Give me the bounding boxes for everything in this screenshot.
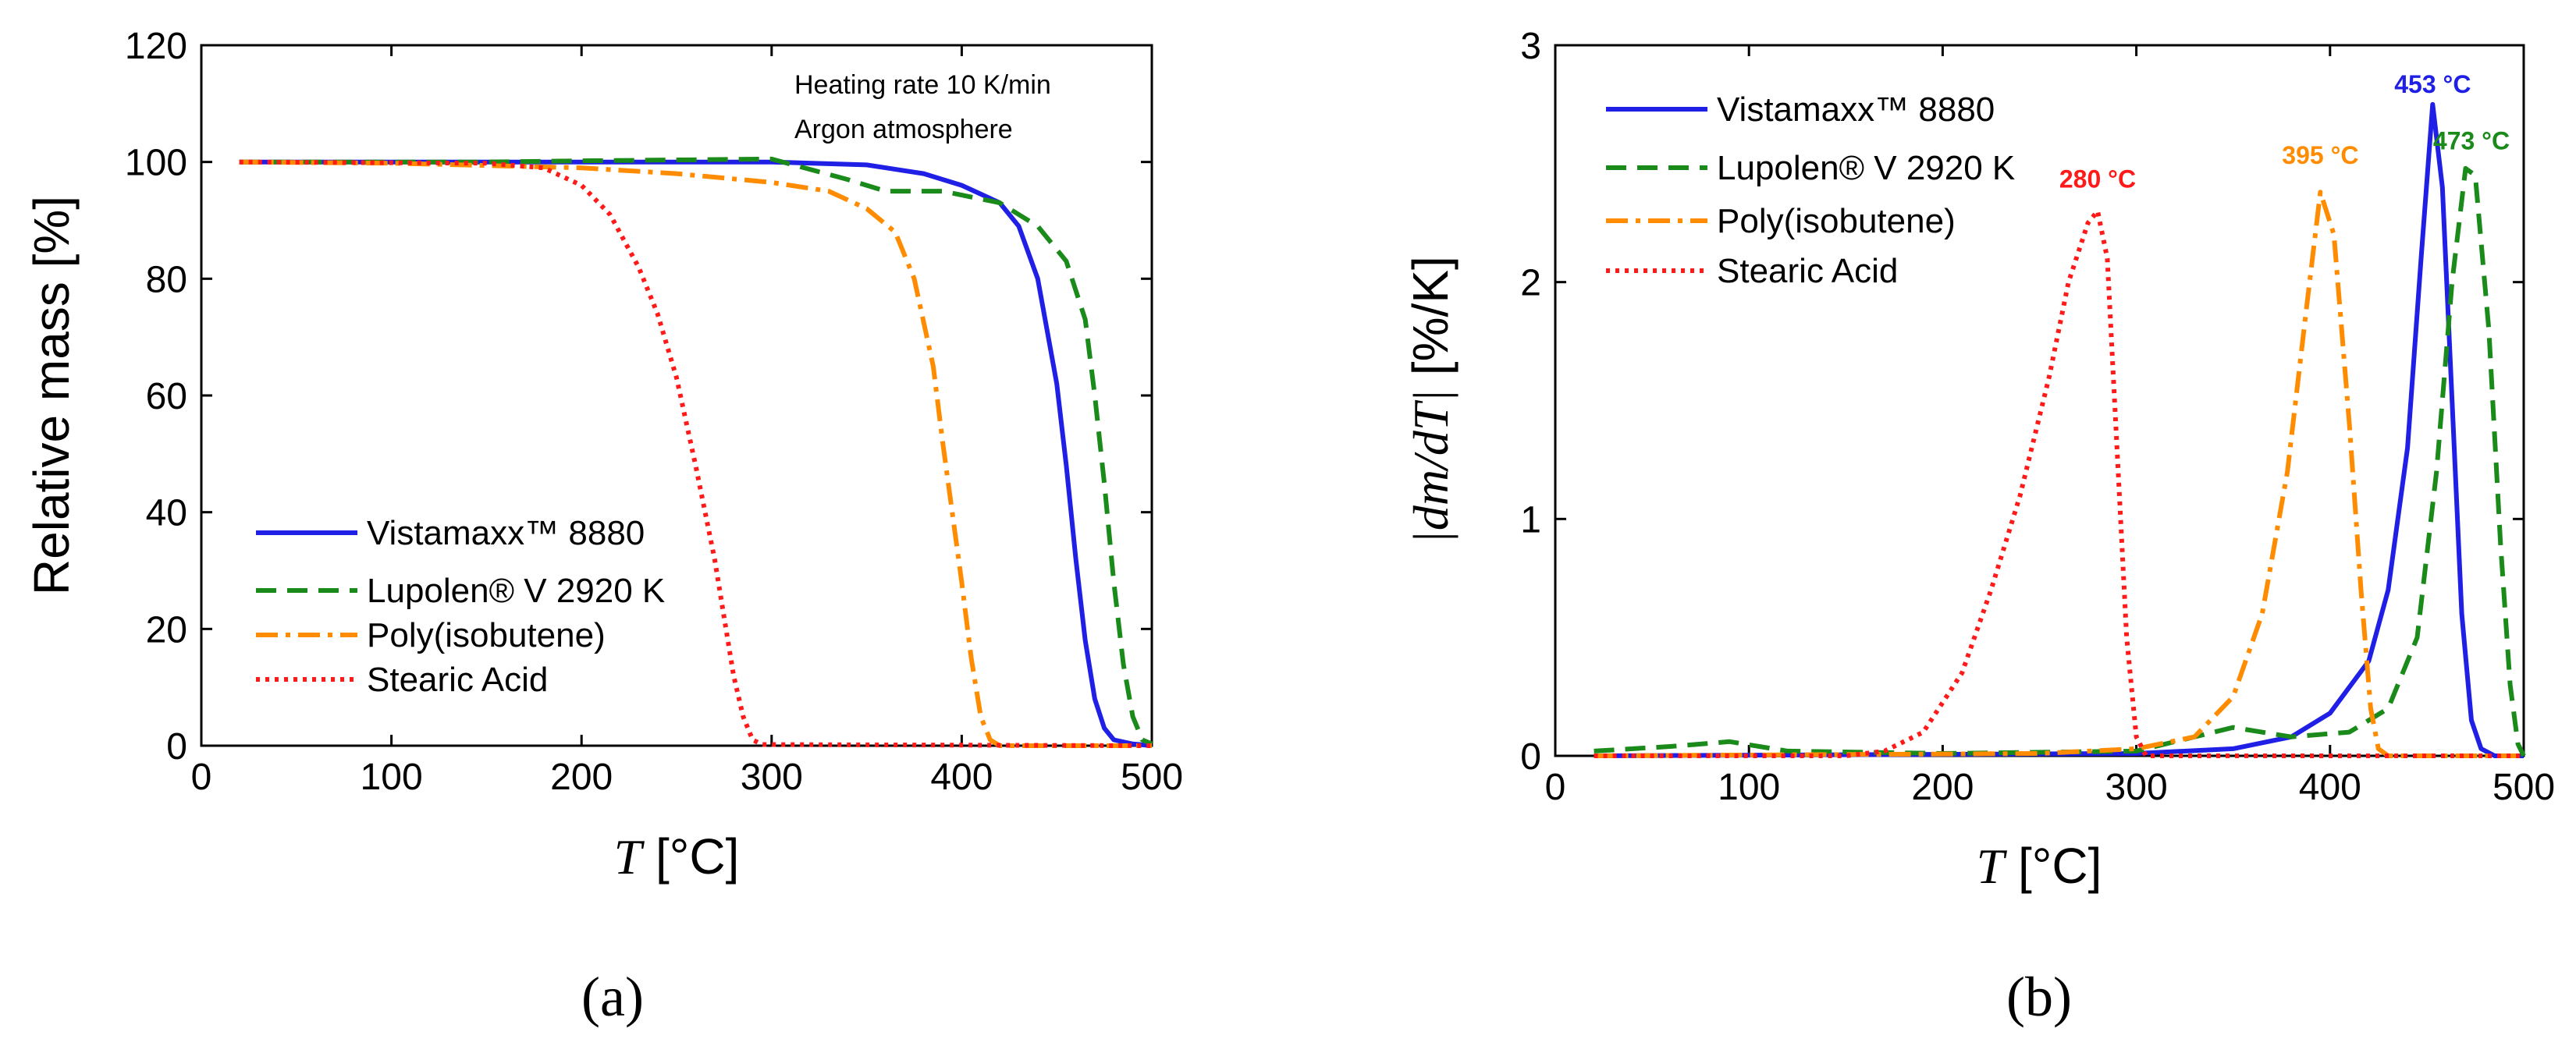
panel-b-label: (b) <box>2006 966 2072 1028</box>
panel-a-plot-frame <box>200 44 1153 747</box>
panel-b-y-unit: [%/K] <box>1402 256 1459 389</box>
panel-b-series-stearic-acid <box>1594 208 2524 758</box>
panel-a-y-tick-label: 120 <box>125 26 187 67</box>
panel-b-x-tick-label: 400 <box>2299 767 2361 808</box>
panel-a-x-var: T <box>614 829 645 885</box>
panel-b: 0 100 200 300 400 500 0 1 2 3 |dm/dT| [%/K] T [°… <box>1402 26 2555 1028</box>
panel-a-y-tick-label: 80 <box>146 259 187 300</box>
panel-b-peak-label: 395 °C <box>2282 141 2358 169</box>
panel-b-y-tick-label: 2 <box>1520 263 1541 304</box>
panel-a-x-tick-label: 0 <box>191 757 212 798</box>
panel-a-y-tick-label: 60 <box>146 376 187 417</box>
panel-a: 0 100 200 300 400 500 0 20 40 60 80 100 120 Relativ… <box>23 26 1183 1028</box>
panel-a-series-polyisobutene <box>239 159 1152 748</box>
legend-label-stearic-acid: Stearic Acid <box>367 661 548 699</box>
panel-a-label: (a) <box>581 966 644 1028</box>
panel-a-y-tick-label: 40 <box>146 493 187 534</box>
panel-a-annotation-heating-rate: Heating rate 10 K/min <box>794 70 1051 100</box>
panel-a-y-tick-label: 0 <box>166 726 187 768</box>
panel-b-x-axis-title: T [°C] <box>1977 838 2102 894</box>
panel-a-series-vistamaxx <box>239 159 1153 748</box>
panel-a-x-tick-label: 200 <box>550 757 613 798</box>
panel-b-y-tick-label: 0 <box>1520 736 1541 778</box>
legend-label-polyisobutene: Poly(isobutene) <box>367 616 606 654</box>
panel-b-x-tick-label: 200 <box>1911 767 1974 808</box>
panel-a-y-tick-label: 100 <box>125 143 187 184</box>
panel-b-plot-frame <box>1554 44 2525 757</box>
panel-a-legend: Vistamaxx™ 8880 Lupolen® V 2920 K Poly(i… <box>256 514 665 699</box>
panel-a-x-tick-label: 400 <box>930 757 993 798</box>
legend-label-lupolen: Lupolen® V 2920 K <box>367 572 665 610</box>
legend-label-vistamaxx: Vistamaxx™ 8880 <box>1717 90 1995 129</box>
panel-b-peak-label: 453 °C <box>2394 70 2471 98</box>
panel-a-x-tick-label: 100 <box>361 757 423 798</box>
panel-b-x-tick-label: 0 <box>1545 767 1566 808</box>
legend-label-lupolen: Lupolen® V 2920 K <box>1717 149 2015 187</box>
panel-a-x-tick-label: 300 <box>741 757 803 798</box>
panel-b-y-tick-label: 1 <box>1520 499 1541 541</box>
legend-label-polyisobutene: Poly(isobutene) <box>1717 202 1956 240</box>
panel-b-peak-label: 280 °C <box>2059 165 2136 193</box>
panel-b-series-lupolen <box>1594 165 2526 757</box>
legend-label-vistamaxx: Vistamaxx™ 8880 <box>367 514 645 552</box>
panel-b-peak-label: 473 °C <box>2433 127 2510 155</box>
panel-b-x-tick-label: 500 <box>2493 767 2555 808</box>
panel-b-series-vistamaxx <box>1594 101 2524 758</box>
panel-b-y-tick-label: 3 <box>1520 26 1541 67</box>
panel-a-y-axis-title: Relative mass [%] <box>23 196 80 595</box>
panel-a-series-stearic-acid <box>239 159 1153 748</box>
panel-b-y-var: |dm/dT| <box>1403 389 1459 544</box>
panel-b-x-tick-label: 100 <box>1718 767 1780 808</box>
legend-label-stearic-acid: Stearic Acid <box>1717 252 1898 290</box>
panel-b-series-polyisobutene <box>1594 190 2524 758</box>
panel-b-x-tick-label: 300 <box>2105 767 2168 808</box>
panel-b-x-unit: [°C] <box>2004 838 2102 894</box>
panel-a-x-tick-label: 500 <box>1121 757 1183 798</box>
panel-b-y-axis-title: |dm/dT| [%/K] <box>1402 256 1459 544</box>
panel-a-series-lupolen <box>239 156 1153 746</box>
panel-a-x-axis-title: T [°C] <box>614 828 740 885</box>
panel-b-legend: Vistamaxx™ 8880 Lupolen® V 2920 K Poly(i… <box>1606 90 2015 290</box>
panel-a-y-tick-label: 20 <box>146 609 187 651</box>
panel-a-x-unit: [°C] <box>641 828 739 885</box>
panel-b-x-var: T <box>1977 839 2008 894</box>
panel-a-annotation-atmosphere: Argon atmosphere <box>794 115 1013 144</box>
